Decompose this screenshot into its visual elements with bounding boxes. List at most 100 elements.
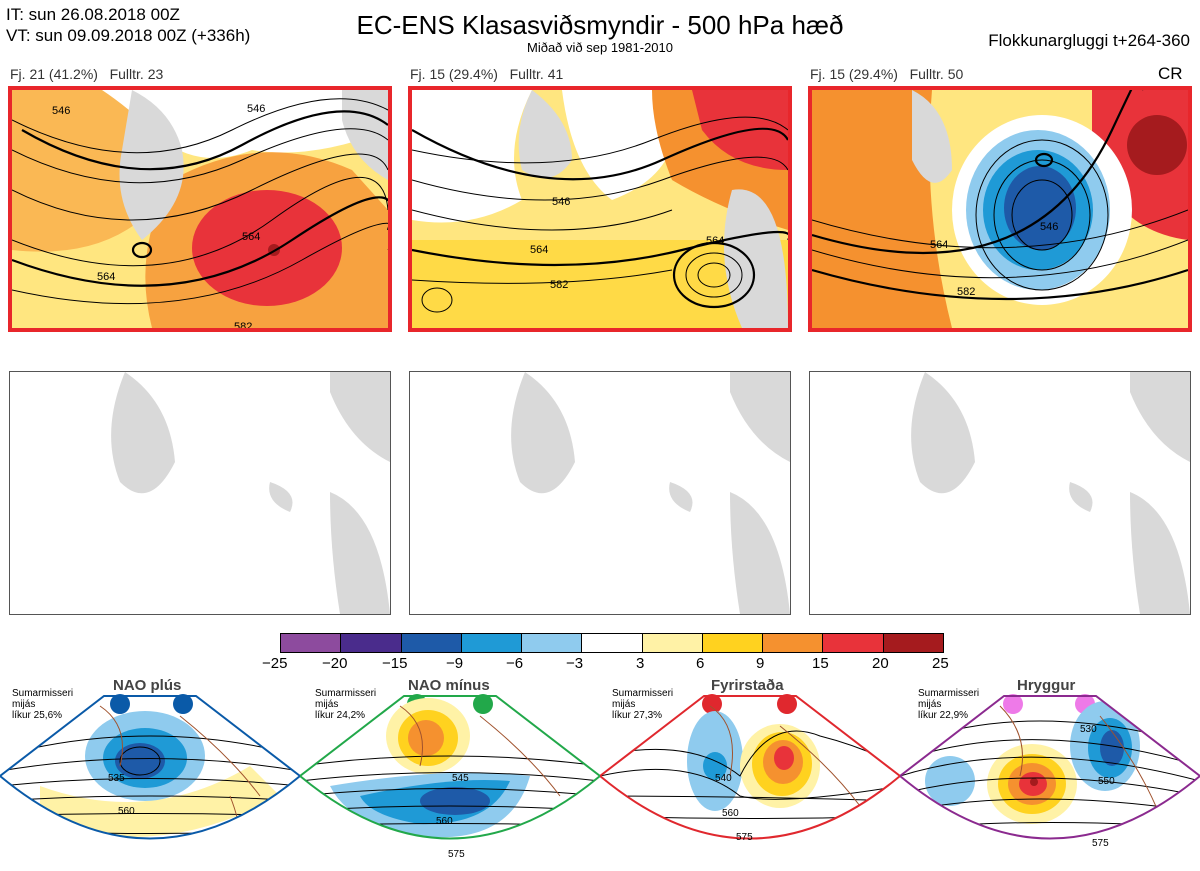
colorbar-tick: −20	[322, 655, 348, 672]
colorbar-tick: 9	[756, 655, 765, 672]
contour-label: 564	[706, 235, 724, 247]
colorbar-swatch	[763, 634, 824, 652]
contour-label: 545	[452, 773, 469, 784]
regime-season: Sumarmisseri	[315, 688, 377, 699]
regime-marker-dot	[1003, 694, 1023, 714]
regime-median: mijás	[612, 699, 636, 710]
colorbar-swatch	[522, 634, 583, 652]
regime-probability: líkur 25,6%	[12, 710, 63, 721]
regime-nao-minus[interactable]: NAO mínus Sumarmisseri mijás líkur 24,2%…	[300, 676, 600, 871]
colorbar-tick: 3	[636, 655, 645, 672]
colorbar-swatch	[642, 634, 703, 652]
contour-label: 560	[118, 806, 135, 817]
contour-label: 564	[530, 244, 548, 256]
colorbar-tick: 15	[812, 655, 829, 672]
regime-map: 535 560	[0, 695, 300, 840]
contour-label: 560	[722, 808, 739, 819]
regime-median: mijás	[315, 699, 339, 710]
contour-label: 582	[234, 321, 252, 328]
blank-map-3-graphic	[911, 372, 1190, 614]
blank-map-2-graphic	[511, 372, 790, 614]
regime-map: 545 560 575	[300, 695, 600, 860]
contour-label: 582	[550, 279, 568, 291]
valid-time: VT: sun 09.09.2018 00Z (+336h)	[6, 26, 251, 45]
classification-window: Flokkunargluggi t+264-360	[988, 31, 1190, 50]
colorbar-swatch	[883, 634, 943, 652]
cluster-map-3-graphic: 546 564 582	[812, 90, 1188, 328]
colorbar-swatch	[281, 634, 342, 652]
colorbar-swatch	[461, 634, 523, 652]
regime-map: 530 550 575	[900, 695, 1200, 849]
contour-label: 560	[436, 816, 453, 827]
contour-label: 575	[448, 849, 465, 860]
contour-label: 575	[736, 832, 753, 843]
cluster-1-label: Fj. 21 (41.2%) Fulltr. 23	[10, 66, 164, 82]
regime-marker-dot	[777, 694, 797, 714]
colorbar	[280, 633, 944, 653]
regime-probability: líkur 27,3%	[612, 710, 663, 721]
colorbar-swatch	[582, 634, 643, 652]
colorbar-tick: 25	[932, 655, 949, 672]
regime-info: Sumarmisseri mijás líkur 25,6%	[12, 688, 73, 721]
regime-season: Sumarmisseri	[612, 688, 674, 699]
colorbar-tick: −15	[382, 655, 408, 672]
regime-title: Hryggur	[1017, 677, 1076, 694]
contour-label: 546	[247, 103, 265, 115]
cluster-map-3[interactable]: 546 564 582	[808, 86, 1192, 332]
header-times: IT: sun 26.08.2018 00Z VT: sun 09.09.201…	[6, 4, 250, 46]
colorbar-tick: 20	[872, 655, 889, 672]
regime-blocking[interactable]: Fyrirstaða Sumarmisseri mijás líkur 27,3…	[600, 676, 900, 871]
regime-median: mijás	[918, 699, 942, 710]
regime-ridge[interactable]: Hryggur Sumarmisseri mijás líkur 22,9%	[900, 676, 1200, 871]
colorbar-swatch	[823, 634, 884, 652]
regime-nao-plus[interactable]: NAO plús Sumarmisseri mijás líkur 25,6% …	[0, 676, 300, 871]
regime-title: Fyrirstaða	[711, 677, 784, 694]
regime-season: Sumarmisseri	[12, 688, 74, 699]
contour-label: 582	[957, 286, 975, 298]
regime-map: 540 560 575	[600, 695, 900, 843]
contour-label: 546	[1040, 221, 1058, 233]
colorbar-tick: −25	[262, 655, 288, 672]
regime-probability: líkur 24,2%	[315, 710, 366, 721]
cluster-map-1[interactable]: 546 582 564 564 546	[8, 86, 392, 332]
blank-map-2[interactable]	[409, 371, 791, 615]
regime-season: Sumarmisseri	[918, 688, 980, 699]
regime-median: mijás	[12, 699, 36, 710]
cluster-3-tag: CR	[1158, 64, 1183, 83]
colorbar-tick: −9	[446, 655, 464, 672]
blank-map-3[interactable]	[809, 371, 1191, 615]
page-subtitle: Miðað við sep 1981-2010	[527, 40, 673, 55]
contour-label: 540	[715, 773, 732, 784]
colorbar-swatch	[341, 634, 402, 652]
regime-info: Sumarmisseri mijás líkur 22,9%	[918, 688, 979, 721]
contour-label: 546	[52, 105, 70, 117]
regime-title: NAO plús	[113, 677, 182, 694]
regime-marker-dot	[473, 694, 493, 714]
cluster-2-label: Fj. 15 (29.4%) Fulltr. 41	[410, 66, 564, 82]
regime-info: Sumarmisseri mijás líkur 27,3%	[612, 688, 673, 721]
regime-marker-dot	[702, 694, 722, 714]
colorbar-tick: −3	[566, 655, 584, 672]
regime-info: Sumarmisseri mijás líkur 24,2%	[315, 688, 376, 721]
colorbar-swatch	[702, 634, 764, 652]
cluster-3-label: Fj. 15 (29.4%) Fulltr. 50	[810, 66, 964, 82]
cluster-map-2-graphic: 546 564 582 564	[412, 90, 788, 328]
contour-label: 550	[1098, 776, 1115, 787]
colorbar-tick: 6	[696, 655, 705, 672]
regime-title: NAO mínus	[408, 677, 490, 694]
colorbar-swatch	[401, 634, 462, 652]
contour-label: 530	[1080, 724, 1097, 735]
blank-map-1[interactable]	[9, 371, 391, 615]
regime-marker-dot	[110, 694, 130, 714]
cluster-map-1-graphic: 546 582 564 564 546	[12, 90, 388, 328]
contour-label: 546	[552, 196, 570, 208]
contour-label: 535	[108, 773, 125, 784]
cluster-map-2[interactable]: 546 564 582 564	[408, 86, 792, 332]
colorbar-tick: −6	[506, 655, 524, 672]
contour-label: 564	[97, 271, 115, 283]
regime-marker-dot	[173, 694, 193, 714]
contour-label: 564	[930, 239, 948, 251]
contour-label: 564	[242, 231, 260, 243]
initial-time: IT: sun 26.08.2018 00Z	[6, 5, 180, 24]
page-title: EC-ENS Klasasviðsmyndir - 500 hPa hæð	[356, 10, 844, 40]
